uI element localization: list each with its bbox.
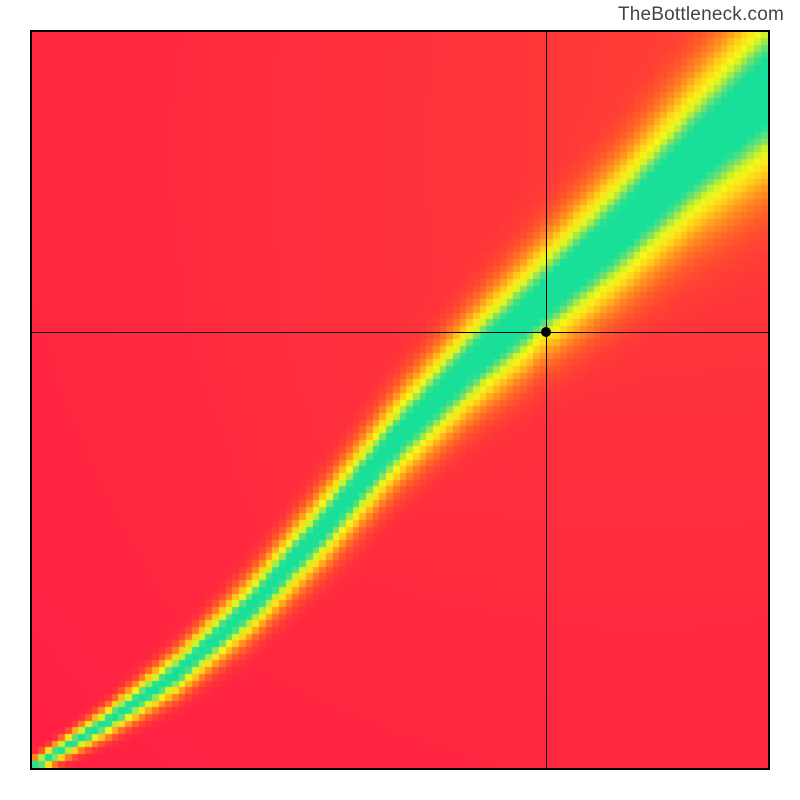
heatmap-canvas — [32, 32, 768, 768]
chart-container: TheBottleneck.com — [0, 0, 800, 800]
plot-frame — [30, 30, 770, 770]
attribution-text: TheBottleneck.com — [618, 4, 784, 26]
